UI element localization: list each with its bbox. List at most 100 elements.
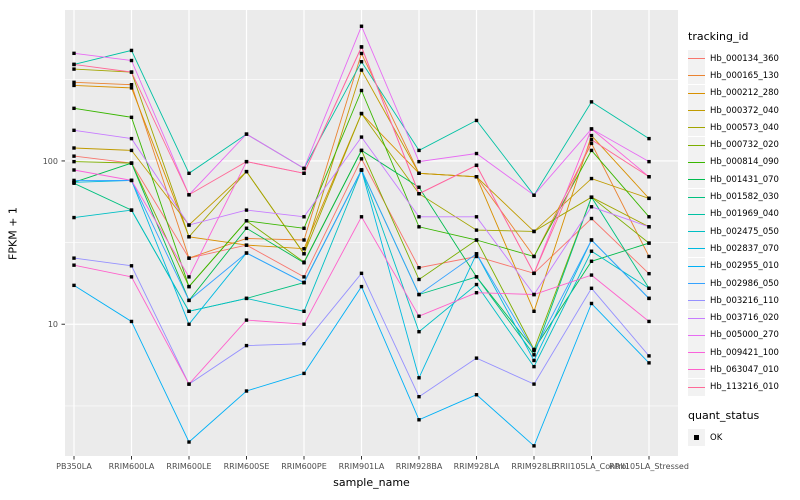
data-point-marker (589, 127, 594, 131)
legend-label: OK (710, 432, 723, 443)
data-point-marker (244, 226, 249, 230)
data-point-marker (532, 358, 536, 363)
legend-line-swatch-icon (688, 309, 705, 327)
legend-label: Hb_001431_070 (710, 174, 779, 185)
data-point-marker (589, 100, 594, 104)
data-point-marker (302, 215, 306, 219)
legend-item-Hb_003716_020: Hb_003716_020 (688, 309, 800, 327)
data-point-marker (302, 341, 306, 346)
data-point-marker (72, 80, 76, 85)
data-point-marker (417, 376, 421, 380)
data-point-marker (129, 48, 134, 53)
legend-line-swatch-icon (688, 275, 705, 292)
data-point-marker (417, 418, 421, 422)
data-point-marker (244, 296, 249, 301)
data-point-marker (647, 296, 651, 301)
data-point-marker (647, 241, 651, 245)
data-point-marker (417, 330, 421, 334)
data-point-marker (72, 67, 76, 71)
data-point-marker (359, 148, 364, 153)
data-point-marker (474, 238, 479, 242)
legend-label: Hb_002475_050 (710, 226, 779, 237)
data-point-marker (129, 58, 134, 63)
data-point-marker (417, 171, 421, 176)
legend-item-Hb_001582_030: Hb_001582_030 (688, 188, 800, 206)
data-point-marker (244, 343, 249, 348)
data-point-marker (129, 208, 134, 212)
data-point-marker (417, 292, 421, 297)
legend-item-Hb_009421_100: Hb_009421_100 (688, 344, 800, 362)
data-point-marker (244, 318, 249, 322)
data-point-marker (187, 298, 191, 303)
legend-line-swatch-icon (688, 205, 705, 223)
data-point-marker (187, 223, 191, 227)
data-point-marker (187, 382, 191, 386)
data-point-marker (474, 215, 479, 219)
data-point-marker (244, 389, 249, 393)
data-point-marker (72, 283, 76, 288)
data-point-marker (129, 86, 134, 90)
data-point-marker (187, 322, 191, 326)
data-point-marker (589, 286, 594, 290)
data-point-marker (244, 169, 249, 174)
legend-item-Hb_000573_040: Hb_000573_040 (688, 119, 800, 137)
legend-line-swatch-icon (688, 50, 705, 68)
data-point-marker (474, 275, 479, 279)
legend-item-Hb_000814_090: Hb_000814_090 (688, 153, 800, 171)
legend-line-swatch-icon (688, 378, 705, 396)
data-point-marker (647, 196, 651, 201)
data-point-marker (417, 225, 421, 229)
data-point-marker (359, 215, 364, 219)
data-point-marker (72, 178, 76, 183)
data-point-marker (532, 444, 536, 448)
legend-label: Hb_001969_040 (710, 209, 779, 220)
data-point-marker (129, 136, 134, 141)
data-point-marker (187, 256, 191, 260)
data-point-marker (72, 159, 76, 164)
legend-item-Hb_113216_010: Hb_113216_010 (688, 378, 800, 396)
legend-line-swatch-icon (688, 223, 705, 241)
data-point-marker (532, 353, 536, 357)
data-point-marker (302, 171, 306, 176)
data-point-marker (187, 235, 191, 239)
legend-item-Hb_002837_070: Hb_002837_070 (688, 240, 800, 258)
legend-line-swatch-icon (688, 171, 705, 189)
data-point-marker (302, 275, 306, 279)
data-point-marker (589, 205, 594, 209)
quant-ok-square-icon (688, 429, 705, 447)
data-point-marker (647, 354, 651, 358)
legend-label: Hb_003716_020 (710, 313, 779, 324)
data-point-marker (244, 251, 249, 255)
data-point-marker (417, 265, 421, 270)
data-point-marker (302, 322, 306, 326)
data-point-marker (129, 161, 134, 165)
legend-label: Hb_001582_030 (710, 192, 779, 203)
data-point-marker (532, 309, 536, 314)
data-point-marker (589, 259, 594, 263)
data-point-marker (72, 180, 76, 184)
legend-label: Hb_000165_130 (710, 70, 779, 81)
data-point-marker (647, 136, 651, 141)
data-point-marker (129, 82, 134, 87)
data-point-marker (589, 137, 594, 142)
legend-item-Hb_000134_360: Hb_000134_360 (688, 50, 800, 68)
data-point-marker (302, 226, 306, 230)
legend-line-swatch-icon (688, 292, 705, 310)
legend-item-Hb_000165_130: Hb_000165_130 (688, 67, 800, 85)
data-point-marker (417, 394, 421, 399)
data-point-marker (647, 361, 651, 365)
legend-line-swatch-icon (688, 102, 705, 120)
data-point-marker (302, 371, 306, 376)
x-tick-label: RRII105LA_Control (554, 462, 628, 471)
data-point-marker (187, 171, 191, 176)
data-point-marker (129, 275, 134, 279)
data-point-marker (359, 88, 364, 93)
data-point-marker (474, 356, 479, 360)
data-point-marker (72, 62, 76, 67)
data-point-marker (532, 271, 536, 276)
data-point-marker (244, 208, 249, 212)
data-point-marker (532, 348, 536, 353)
legend-item-Hb_000212_280: Hb_000212_280 (688, 84, 800, 102)
data-point-marker (129, 319, 134, 324)
